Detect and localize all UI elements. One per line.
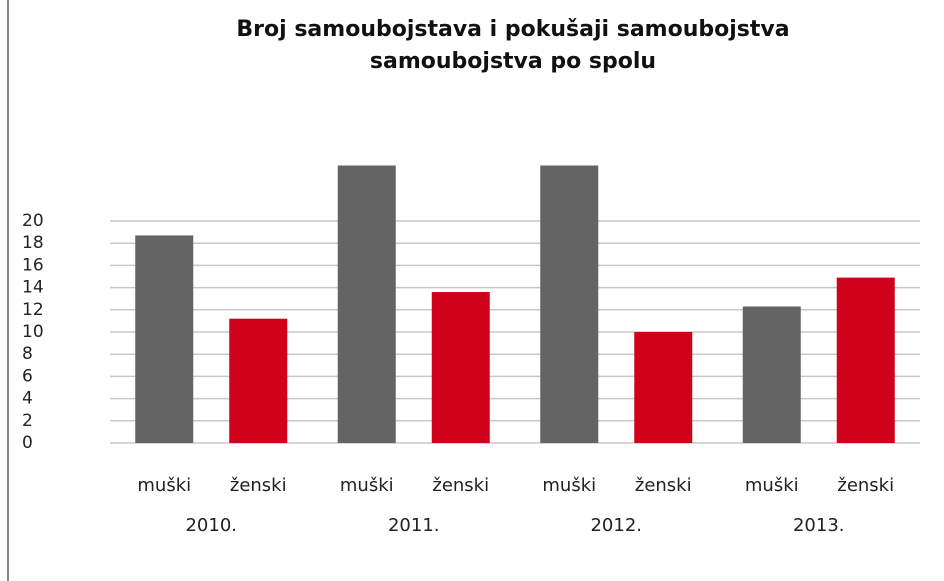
- series-label: ženski: [837, 475, 894, 496]
- y-tick-label: 8: [22, 344, 33, 364]
- bar: [634, 332, 693, 443]
- chart-title: Broj samoubojstava i pokušaji samoubojst…: [236, 17, 789, 42]
- y-tick-label: 20: [22, 211, 44, 231]
- series-label: ženski: [432, 475, 489, 496]
- y-tick-label: 14: [22, 278, 44, 298]
- y-tick-label: 2: [22, 411, 33, 431]
- x-tick-label: 2013.: [793, 515, 845, 536]
- bar: [742, 306, 801, 443]
- bar: [135, 235, 194, 443]
- x-tick-label: 2010.: [185, 515, 237, 536]
- bar: [836, 277, 895, 443]
- x-tick-label: 2011.: [388, 515, 440, 536]
- series-label: muški: [745, 475, 799, 496]
- y-tick-label: 10: [22, 322, 44, 342]
- y-tick-label: 16: [22, 255, 44, 275]
- bar: [540, 165, 599, 443]
- y-tick-label: 12: [22, 300, 44, 320]
- series-label: ženski: [230, 475, 287, 496]
- y-tick-label: 0: [22, 433, 33, 453]
- y-tick-label: 6: [22, 366, 33, 386]
- series-label: muški: [137, 475, 191, 496]
- bar: [337, 165, 396, 443]
- y-tick-label: 18: [22, 233, 44, 253]
- x-tick-label: 2012.: [590, 515, 642, 536]
- series-label: ženski: [635, 475, 692, 496]
- bar: [229, 318, 288, 443]
- series-label: muški: [340, 475, 394, 496]
- series-label: muški: [542, 475, 596, 496]
- y-tick-label: 4: [22, 389, 33, 409]
- bar: [431, 292, 490, 443]
- chart-title: samoubojstva po spolu: [370, 49, 656, 74]
